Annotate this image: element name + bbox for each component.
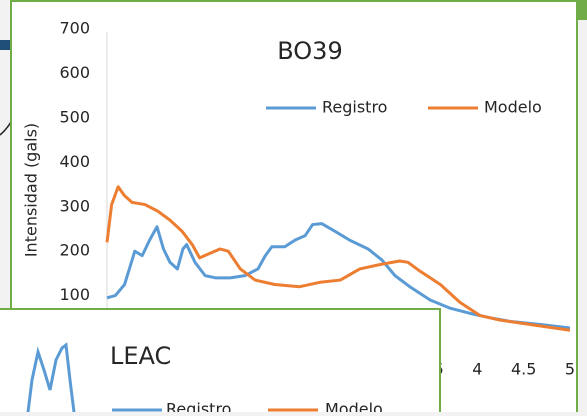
x-tick-label: 5 xyxy=(565,360,575,379)
y-tick-label: 100 xyxy=(59,285,90,304)
y-axis-label: Intensidad (gals) xyxy=(22,123,41,257)
data-line xyxy=(106,222,571,330)
chart-leac: LEAC Registro Modelo xyxy=(0,308,441,416)
legend-label: Registro xyxy=(322,98,387,117)
chart-title: BO39 xyxy=(277,37,342,65)
background-bar xyxy=(0,40,12,50)
x-tick-label: 4 xyxy=(472,360,482,379)
y-tick-label: 200 xyxy=(59,241,90,260)
y-tick-label: 700 xyxy=(59,19,90,38)
x-tick-label: 4.5 xyxy=(511,360,536,379)
legend-label: Modelo xyxy=(325,400,383,413)
data-line xyxy=(105,185,571,332)
y-tick-label: 300 xyxy=(59,196,90,215)
chart-panel xyxy=(0,308,441,416)
y-tick-label: 500 xyxy=(59,108,90,127)
legend-label: Registro xyxy=(166,400,231,413)
legend-label: Modelo xyxy=(484,98,542,117)
partial-line xyxy=(26,342,76,413)
y-tick-label: 400 xyxy=(59,152,90,171)
chart-title: LEAC xyxy=(110,342,171,370)
y-tick-label: 600 xyxy=(59,63,90,82)
